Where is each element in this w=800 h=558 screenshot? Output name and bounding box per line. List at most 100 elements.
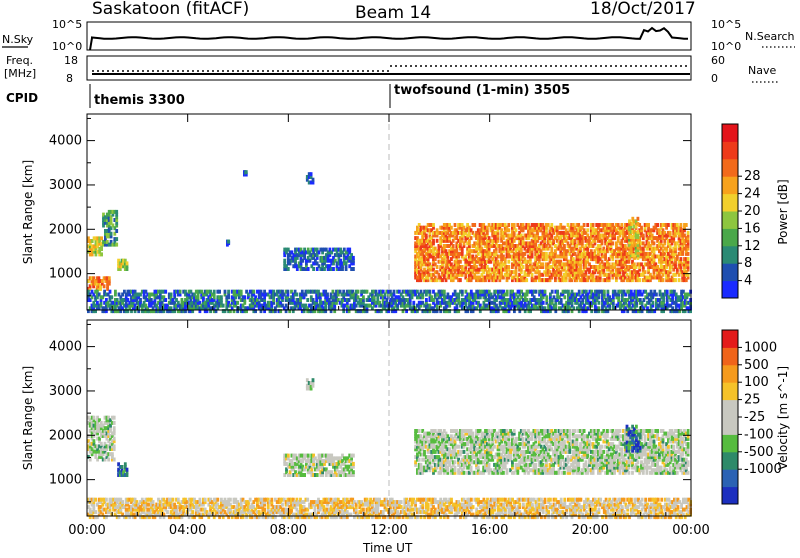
range-cell: [114, 290, 117, 294]
range-cell: [513, 223, 516, 227]
range-cell: [563, 244, 566, 248]
freq-rtick-bottom: 0: [711, 72, 718, 85]
range-cell: [640, 226, 643, 230]
range-cell: [687, 257, 690, 261]
range-cell: [515, 228, 518, 232]
range-cell: [252, 290, 255, 294]
range-cell: [93, 416, 96, 420]
range-cell: [507, 260, 510, 264]
range-cell: [578, 290, 581, 294]
nsky-panel: N.Sky 10^5 10^0 10^5 10^0 N.Search: [2, 18, 795, 53]
range-cell: [366, 290, 369, 294]
colorbar-swatch: [722, 124, 738, 142]
range-cell: [312, 178, 315, 182]
range-cell: [680, 223, 683, 227]
range-cell: [637, 222, 640, 226]
range-cell: [307, 267, 310, 271]
range-cell: [685, 223, 688, 227]
range-cell: [115, 210, 118, 214]
range-cell: [240, 290, 243, 294]
range-cell: [586, 223, 589, 227]
y-axis-label: Slant Range [km]: [21, 160, 35, 264]
range-cell: [637, 230, 640, 234]
range-cell: [473, 223, 476, 227]
range-cell: [542, 301, 545, 305]
range-cell: [459, 260, 462, 264]
range-cell: [544, 290, 547, 294]
colorbar-swatch: [722, 176, 738, 194]
range-cell: [545, 295, 548, 299]
heatmap-cells: [87, 170, 692, 313]
range-cell: [452, 244, 455, 248]
range-cell: [113, 421, 116, 425]
range-cell: [638, 278, 641, 282]
range-cell: [647, 223, 650, 227]
range-cell: [611, 241, 614, 245]
nsky-trace: [90, 28, 688, 50]
nsky-tick-bottom: 10^0: [52, 40, 82, 53]
range-cell: [352, 470, 355, 474]
range-cell: [642, 234, 645, 238]
range-cell: [436, 239, 439, 243]
range-cell: [507, 228, 510, 232]
range-cell: [620, 223, 623, 227]
range-cell: [666, 290, 669, 294]
range-cell: [115, 243, 118, 247]
range-cell: [348, 248, 351, 252]
range-cell: [656, 223, 659, 227]
range-cell: [687, 252, 690, 256]
range-cell: [245, 170, 248, 174]
range-cell: [107, 458, 110, 462]
range-cell: [550, 247, 553, 251]
y-tick-label: 4000: [49, 134, 82, 149]
y-tick-label: 1000: [49, 267, 82, 282]
range-cell: [674, 278, 677, 282]
range-cell: [113, 444, 116, 448]
range-cell: [525, 278, 528, 282]
range-cell: [227, 290, 230, 294]
range-cell: [115, 229, 118, 233]
y-tick-label: 3000: [49, 178, 82, 193]
nsky-label: N.Sky: [2, 33, 34, 46]
range-cell: [362, 295, 365, 299]
range-cell: [551, 290, 554, 294]
range-cell: [454, 223, 457, 227]
range-cell: [598, 301, 601, 305]
range-cell: [213, 290, 216, 294]
range-cell: [179, 290, 182, 294]
nave-label: Nave: [748, 64, 776, 77]
colorbar-tick-label: 20: [744, 204, 761, 219]
range-cell: [111, 452, 114, 456]
range-cell: [283, 259, 286, 263]
colorbar-tick-label: 8: [744, 256, 752, 271]
range-cell: [669, 231, 672, 235]
cpid-segment-1: themis 3300: [94, 93, 185, 108]
range-cell: [429, 290, 432, 294]
range-cell: [592, 223, 595, 227]
range-cell: [100, 442, 103, 446]
range-cell: [507, 223, 510, 227]
header-date: 18/Oct/2017: [590, 0, 696, 19]
colorbar-swatch: [722, 159, 738, 177]
range-cell: [506, 290, 509, 294]
range-cell: [583, 223, 586, 227]
colorbar-tick-label: 28: [744, 169, 761, 184]
range-cell: [326, 293, 329, 297]
range-cell: [607, 290, 610, 294]
range-cell: [110, 232, 113, 236]
range-cell: [418, 458, 421, 462]
range-cell: [470, 236, 473, 240]
range-cell: [310, 172, 313, 176]
range-cell: [687, 231, 690, 235]
range-cell: [312, 267, 315, 271]
range-cell: [352, 454, 355, 458]
colorbar-tick-label: 4: [744, 274, 752, 289]
colorbar-swatch: [722, 211, 738, 229]
range-cell: [680, 257, 683, 261]
range-cell: [108, 276, 111, 280]
range-cell: [450, 226, 453, 230]
range-cell: [89, 458, 92, 462]
range-cell: [100, 252, 103, 256]
range-cell: [164, 298, 167, 302]
